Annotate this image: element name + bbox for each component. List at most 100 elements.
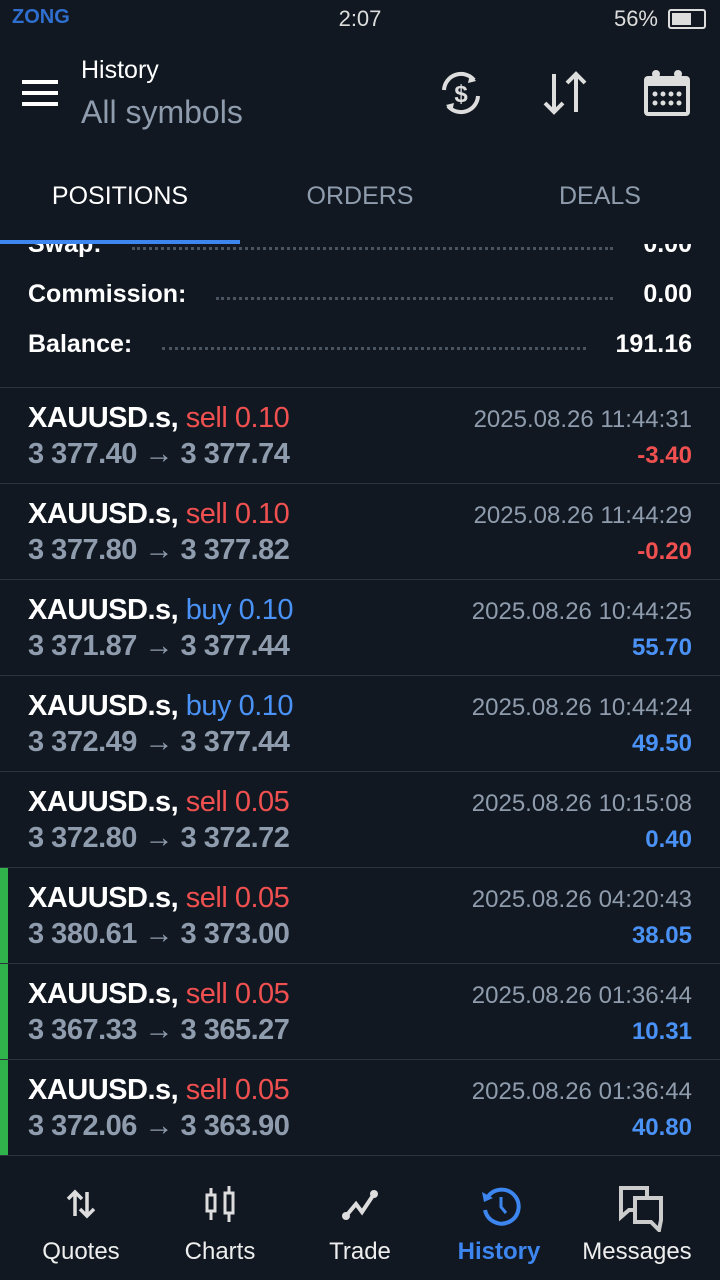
nav-charts[interactable]: Charts: [148, 1158, 292, 1280]
nav-label: History: [457, 1238, 541, 1265]
open-price: 3 377.40: [28, 438, 137, 470]
position-row[interactable]: XAUUSD.s, sell 0.05 3 380.61 → 3 373.00 20…: [0, 868, 720, 964]
position-marker: [0, 868, 8, 963]
positions-list: XAUUSD.s, sell 0.10 3 377.40 → 3 377.74 20…: [0, 388, 720, 1156]
position-row[interactable]: XAUUSD.s, sell 0.05 3 372.06 → 3 363.90 20…: [0, 1060, 720, 1156]
price-range: 3 367.33 → 3 365.27: [28, 1014, 290, 1047]
symbol-filter[interactable]: All symbols: [81, 94, 243, 130]
position-symbol: XAUUSD.s, buy 0.10: [28, 594, 294, 627]
price-range: 3 372.49 → 3 377.44: [28, 726, 290, 759]
summary-value: 0.00: [643, 244, 692, 259]
symbol-name: XAUUSD.s,: [28, 402, 179, 434]
candlestick-icon: [205, 1186, 235, 1222]
arrow-right-icon: →: [144, 1110, 173, 1142]
open-price: 3 377.80: [28, 534, 137, 566]
position-side: sell 0.10: [186, 498, 290, 530]
arrow-right-icon: →: [144, 1014, 173, 1046]
price-range: 3 377.40 → 3 377.74: [28, 438, 290, 471]
close-price: 3 377.82: [180, 534, 290, 566]
position-profit: -0.20: [637, 538, 692, 565]
position-marker: [0, 1060, 8, 1155]
symbol-name: XAUUSD.s,: [28, 1074, 179, 1106]
nav-label: Messages: [582, 1238, 692, 1265]
volume: 0.10: [238, 690, 294, 722]
tab-orders[interactable]: ORDERS: [306, 182, 414, 210]
side-label: sell: [185, 402, 228, 434]
position-row[interactable]: XAUUSD.s, sell 0.10 3 377.40 → 3 377.74 20…: [0, 388, 720, 484]
position-time: 2025.08.26 01:36:44: [471, 1078, 692, 1105]
bottom-nav: Quotes Charts Trade History Messages: [0, 1158, 720, 1280]
side-label: buy: [185, 690, 232, 722]
page-title: History: [81, 56, 159, 84]
position-side: buy 0.10: [186, 594, 294, 626]
position-row[interactable]: XAUUSD.s, sell 0.10 3 377.80 → 3 377.82 20…: [0, 484, 720, 580]
side-label: sell: [185, 498, 228, 530]
position-row[interactable]: XAUUSD.s, sell 0.05 3 372.80 → 3 372.72 20…: [0, 772, 720, 868]
side-label: sell: [185, 978, 228, 1010]
close-price: 3 373.00: [180, 918, 290, 950]
volume: 0.05: [234, 978, 290, 1010]
summary-swap: Swap: 0.00: [28, 244, 692, 264]
summary-value: 191.16: [615, 329, 692, 358]
position-marker: [0, 964, 8, 1059]
symbol-name: XAUUSD.s,: [28, 978, 179, 1010]
nav-label: Quotes: [42, 1238, 120, 1265]
history-icon: [482, 1187, 521, 1226]
volume: 0.05: [234, 786, 290, 818]
open-price: 3 367.33: [28, 1014, 137, 1046]
active-tab-indicator: [0, 240, 240, 244]
close-price: 3 363.90: [180, 1110, 290, 1142]
volume: 0.10: [234, 498, 290, 530]
summary-commission: Commission: 0.00: [28, 274, 692, 314]
close-price: 3 372.72: [180, 822, 290, 854]
position-side: sell 0.05: [186, 1074, 290, 1106]
menu-icon[interactable]: [22, 80, 58, 106]
arrow-right-icon: →: [144, 726, 173, 758]
volume: 0.10: [234, 402, 290, 434]
price-range: 3 371.87 → 3 377.44: [28, 630, 290, 663]
calendar-icon[interactable]: [642, 68, 692, 118]
position-side: sell 0.05: [186, 978, 290, 1010]
position-profit: -3.40: [637, 442, 692, 469]
summary-label: Balance:: [28, 329, 133, 358]
carrier-label: ZONG: [12, 6, 70, 28]
position-symbol: XAUUSD.s, sell 0.10: [28, 402, 290, 435]
tab-bar: POSITIONS ORDERS DEALS: [0, 160, 720, 244]
position-row[interactable]: XAUUSD.s, sell 0.05 3 367.33 → 3 365.27 20…: [0, 964, 720, 1060]
position-symbol: XAUUSD.s, sell 0.10: [28, 498, 290, 531]
price-range: 3 372.06 → 3 363.90: [28, 1110, 290, 1143]
battery-icon: [668, 9, 706, 29]
open-price: 3 372.49: [28, 726, 137, 758]
nav-trade[interactable]: Trade: [288, 1158, 432, 1280]
position-profit: 40.80: [631, 1114, 692, 1141]
arrow-right-icon: →: [144, 630, 173, 662]
nav-messages[interactable]: Messages: [565, 1158, 709, 1280]
position-time: 2025.08.26 04:20:43: [471, 886, 692, 913]
price-range: 3 380.61 → 3 373.00: [28, 918, 290, 951]
quotes-icon: [66, 1189, 96, 1219]
tab-positions[interactable]: POSITIONS: [51, 182, 189, 210]
arrow-right-icon: →: [144, 534, 173, 566]
position-side: buy 0.10: [185, 690, 294, 722]
position-profit: 10.31: [631, 1018, 692, 1045]
position-time: 2025.08.26 10:44:25: [471, 598, 692, 625]
messages-icon: [619, 1186, 663, 1232]
close-price: 3 377.44: [180, 726, 290, 758]
position-profit: 0.40: [645, 826, 692, 853]
volume: 0.10: [238, 594, 294, 626]
sort-icon[interactable]: [540, 68, 590, 118]
arrow-right-icon: →: [144, 918, 173, 950]
nav-history[interactable]: History: [427, 1158, 571, 1280]
summary-value: 0.00: [643, 279, 692, 308]
position-row[interactable]: XAUUSD.s, buy 0.10 3 372.49 → 3 377.44 202…: [0, 676, 720, 772]
currency-exchange-icon[interactable]: $: [436, 68, 486, 118]
summary-label: Swap:: [28, 244, 102, 259]
nav-quotes[interactable]: Quotes: [9, 1158, 153, 1280]
position-symbol: XAUUSD.s, sell 0.05: [28, 882, 290, 915]
nav-label: Trade: [329, 1238, 391, 1265]
tab-deals[interactable]: DEALS: [559, 182, 641, 210]
symbol-name: XAUUSD.s,: [28, 690, 179, 722]
side-label: sell: [185, 1074, 228, 1106]
position-row[interactable]: XAUUSD.s, buy 0.10 3 371.87 → 3 377.44 202…: [0, 580, 720, 676]
open-price: 3 372.80: [28, 822, 137, 854]
